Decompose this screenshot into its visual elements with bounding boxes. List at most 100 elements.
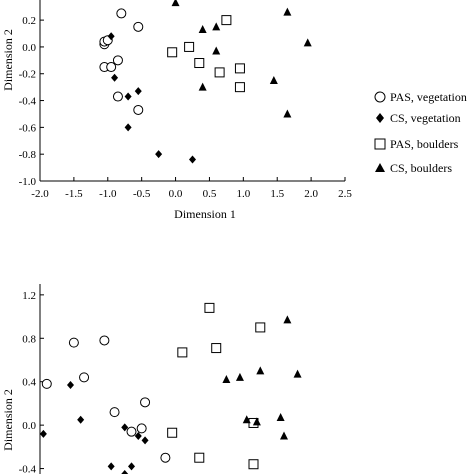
- data-point: [41, 378, 52, 389]
- y-tick-label: -1.0: [19, 176, 37, 188]
- x-tick-label: -0.5: [133, 188, 151, 200]
- data-point: [222, 375, 231, 384]
- y-tick-label: 1.2: [22, 290, 36, 302]
- data-point: [124, 123, 132, 132]
- y-tick-label: 0.0: [22, 420, 36, 432]
- data-point: [68, 337, 79, 348]
- data-point: [198, 24, 207, 33]
- y-tick-label: 0.4: [22, 377, 36, 389]
- y-axis-title: Dimension 2: [1, 389, 15, 451]
- data-point: [99, 335, 110, 346]
- legend-label: CS, boulders: [390, 161, 452, 175]
- chart-panel-bottom: -0.4 0.0 0.4 0.8 1.2 Dimension 2: [1, 284, 302, 474]
- y-tick-label: 0.2: [22, 15, 36, 27]
- data-point: [133, 21, 144, 32]
- data-point: [107, 32, 115, 41]
- data-point: [112, 55, 123, 66]
- data-point: [242, 415, 251, 424]
- data-point: [67, 380, 74, 389]
- data-point: [134, 87, 142, 96]
- data-point: [160, 452, 171, 463]
- data-point: [124, 92, 132, 101]
- data-point: [194, 58, 205, 69]
- data-point: [269, 75, 278, 84]
- data-point: [283, 315, 292, 324]
- x-tick-label: 0.0: [169, 188, 183, 200]
- data-point: [234, 63, 245, 74]
- axis-ticks: -0.4 0.0 0.4 0.8 1.2: [19, 290, 44, 474]
- x-tick-label: 0.5: [203, 188, 217, 200]
- open-circle-marker: [374, 91, 386, 103]
- y-tick-label: 0.8: [22, 333, 36, 345]
- y-tick-label: -0.4: [19, 96, 37, 108]
- chart-panel-top: -1.0 -0.8 -0.6 -0.4 -0.2 0.0 0.2 -2.0 -1.5 -1.0 -0…: [1, 0, 352, 221]
- data-point: [252, 417, 261, 426]
- y-axis-title: Dimension 2: [1, 29, 15, 91]
- data-point: [235, 372, 244, 381]
- plot-area: [39, 0, 345, 182]
- legend-item: CS, boulders: [375, 161, 452, 175]
- data-point: [256, 366, 265, 375]
- x-tick-label: -1.0: [99, 188, 117, 200]
- legend-label: PAS, boulders: [390, 137, 459, 151]
- data-point: [184, 41, 195, 52]
- y-tick-label: -0.2: [19, 69, 36, 81]
- open-square-marker: [374, 138, 386, 150]
- data-point: [128, 462, 135, 471]
- data-point: [167, 47, 178, 58]
- data-point: [248, 459, 259, 470]
- data-point: [112, 91, 123, 102]
- filled-triangle-marker: [375, 163, 385, 172]
- x-tick-label: -1.5: [65, 188, 83, 200]
- data-point: [133, 104, 144, 115]
- data-point: [212, 46, 221, 55]
- data-point: [171, 0, 180, 7]
- data-point: [212, 22, 221, 31]
- data-point: [39, 429, 47, 438]
- data-point: [77, 415, 85, 424]
- axis-ticks: -1.0 -0.8 -0.6 -0.4 -0.2 0.0 0.2 -2.0 -1.5 -1.0 -0…: [19, 15, 353, 200]
- x-tick-label: 1.0: [236, 188, 250, 200]
- data-point: [211, 343, 222, 354]
- legend-label: CS, vegetation: [390, 111, 461, 125]
- legend-label: PAS, vegetation: [390, 90, 467, 104]
- x-tick-label: 2.0: [304, 188, 318, 200]
- data-point: [283, 109, 292, 118]
- legend-item: PAS, boulders: [374, 137, 459, 151]
- data-point: [116, 8, 127, 19]
- x-axis-title: Dimension 1: [174, 207, 236, 221]
- legend-item: PAS, vegetation: [374, 90, 467, 104]
- data-point: [134, 432, 142, 440]
- x-tick-label: -2.0: [31, 188, 49, 200]
- data-points: [99, 0, 312, 164]
- legend-item: CS, vegetation: [376, 111, 461, 125]
- y-tick-label: -0.6: [19, 122, 37, 134]
- data-point: [109, 407, 120, 418]
- y-tick-label: -0.4: [19, 464, 37, 474]
- data-point: [194, 452, 205, 463]
- data-point: [276, 413, 285, 422]
- data-points: [39, 302, 302, 474]
- data-point: [107, 462, 115, 471]
- data-point: [214, 67, 225, 78]
- data-point: [283, 7, 292, 16]
- data-point: [167, 427, 178, 438]
- x-tick-label: 2.5: [338, 188, 352, 200]
- data-point: [293, 369, 302, 378]
- data-point: [121, 423, 129, 432]
- data-point: [136, 423, 147, 434]
- data-point: [140, 397, 151, 408]
- data-point: [204, 302, 215, 313]
- data-point: [198, 82, 207, 91]
- data-point: [221, 15, 232, 26]
- data-point: [155, 150, 163, 159]
- data-point: [111, 73, 119, 82]
- y-tick-label: 0.0: [22, 42, 36, 54]
- x-tick-label: 1.5: [270, 188, 284, 200]
- data-point: [234, 82, 245, 93]
- data-point: [280, 431, 288, 440]
- data-point: [189, 155, 196, 164]
- legend: PAS, vegetation CS, vegetation PAS, boul…: [374, 90, 467, 175]
- data-point: [106, 62, 117, 73]
